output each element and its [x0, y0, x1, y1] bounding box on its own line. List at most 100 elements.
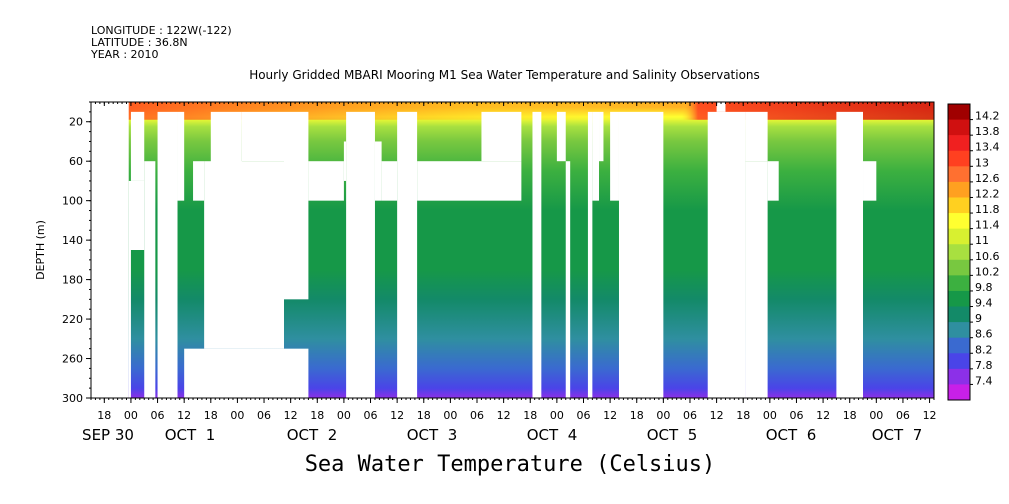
- x-axis-title: Sea Water Temperature (Celsius): [304, 452, 716, 477]
- data-gap: [745, 111, 768, 162]
- x-hour-label: 00: [337, 409, 351, 422]
- x-hour-label: 12: [603, 409, 617, 422]
- colorbar-swatch: [948, 368, 970, 385]
- data-gap: [343, 141, 347, 181]
- data-gap: [204, 161, 285, 349]
- y-tick-label: 60: [69, 155, 83, 168]
- x-hour-label: 18: [523, 409, 537, 422]
- data-gap: [592, 111, 600, 201]
- x-hour-label: 00: [443, 409, 457, 422]
- data-gap: [556, 111, 566, 162]
- data-gap: [863, 161, 877, 201]
- x-hour-label: 12: [710, 409, 724, 422]
- x-hour-label: 06: [683, 409, 697, 422]
- colorbar-swatch: [948, 181, 970, 198]
- x-hour-label: 00: [550, 409, 564, 422]
- data-gap: [177, 111, 185, 201]
- x-day-label: OCT 2: [287, 426, 338, 444]
- data-gap: [565, 161, 571, 398]
- y-tick-label: 180: [62, 274, 83, 287]
- colorbar-swatch: [948, 290, 970, 308]
- x-hour-label: 18: [843, 409, 857, 422]
- colorbar-swatch: [948, 228, 970, 245]
- data-gap: [716, 102, 726, 112]
- data-gap: [128, 250, 131, 398]
- x-day-label: SEP 30: [82, 426, 134, 444]
- x-hour-label: 12: [497, 409, 511, 422]
- colorbar-swatch: [948, 135, 970, 152]
- data-gap: [397, 111, 418, 398]
- colorbar-label: 14.2: [975, 110, 1000, 123]
- data-gap: [91, 102, 129, 398]
- data-gap: [381, 161, 398, 201]
- x-hour-label: 18: [97, 409, 111, 422]
- colorbar-label: 9.8: [975, 281, 993, 294]
- data-gap: [599, 111, 604, 162]
- data-gap: [745, 161, 768, 398]
- colorbar-label: 13.8: [975, 125, 1000, 138]
- x-hour-label: 18: [204, 409, 218, 422]
- data-gap: [130, 111, 145, 181]
- data-gap: [346, 111, 375, 398]
- colorbar-label: 12.6: [975, 172, 1000, 185]
- data-gap: [241, 111, 285, 162]
- y-tick-label: 260: [62, 353, 83, 366]
- colorbar-swatch: [948, 166, 970, 183]
- colorbar-swatch: [948, 384, 970, 401]
- x-day-label: OCT 7: [872, 426, 923, 444]
- colorbar-swatch: [948, 244, 970, 261]
- x-hour-label: 06: [576, 409, 590, 422]
- colorbar-swatch: [948, 337, 970, 354]
- x-hour-label: 06: [789, 409, 803, 422]
- colorbar-label: 7.8: [975, 359, 993, 372]
- data-gap: [193, 161, 205, 201]
- data-gap: [481, 111, 522, 162]
- y-tick-label: 100: [62, 195, 83, 208]
- colorbar-label: 10.2: [975, 265, 1000, 278]
- data-gap: [610, 111, 619, 201]
- x-hour-label: 18: [630, 409, 644, 422]
- x-hour-label: 00: [763, 409, 777, 422]
- x-hour-label: 06: [151, 409, 165, 422]
- colorbar-label: 13.4: [975, 141, 1000, 154]
- colorbar-label: 11: [975, 234, 989, 247]
- colorbar-swatch: [948, 322, 970, 339]
- y-tick-label: 20: [69, 116, 83, 129]
- x-hour-label: 12: [390, 409, 404, 422]
- colorbar-label: 8.2: [975, 343, 993, 356]
- colorbar-label: 7.4: [975, 374, 993, 387]
- data-gap: [308, 161, 344, 201]
- colorbar-label: 10.6: [975, 250, 1000, 263]
- colorbar-swatch: [948, 104, 970, 121]
- data-gap: [144, 161, 156, 398]
- data-gap: [128, 180, 145, 250]
- x-hour-label: 00: [656, 409, 670, 422]
- x-hour-label: 12: [923, 409, 937, 422]
- colorbar-swatch: [948, 259, 970, 276]
- x-hour-label: 00: [230, 409, 244, 422]
- colorbar-label: 9.4: [975, 297, 993, 310]
- x-hour-label: 18: [310, 409, 324, 422]
- x-day-label: OCT 4: [527, 426, 578, 444]
- x-hour-label: 00: [869, 409, 883, 422]
- data-gap: [707, 111, 746, 398]
- colorbar-swatch: [948, 150, 970, 167]
- data-gap: [532, 111, 542, 398]
- data-gap: [767, 161, 779, 201]
- data-gap: [184, 348, 309, 398]
- x-hour-label: 06: [470, 409, 484, 422]
- x-hour-label: 12: [816, 409, 830, 422]
- colorbar-label: 11.4: [975, 219, 1000, 232]
- y-axis-title: DEPTH (m): [34, 220, 47, 280]
- y-tick-label: 220: [62, 313, 83, 326]
- colorbar-swatch: [948, 306, 970, 323]
- colorbar-label: 13: [975, 156, 989, 169]
- chart-title: Hourly Gridded MBARI Mooring M1 Sea Wate…: [249, 68, 760, 82]
- colorbar-label: 12.2: [975, 187, 1000, 200]
- colorbar-swatch: [948, 275, 970, 292]
- colorbar-swatch: [948, 119, 970, 136]
- x-hour-label: 12: [284, 409, 298, 422]
- y-tick-label: 140: [62, 234, 83, 247]
- colorbar-swatch: [948, 213, 970, 230]
